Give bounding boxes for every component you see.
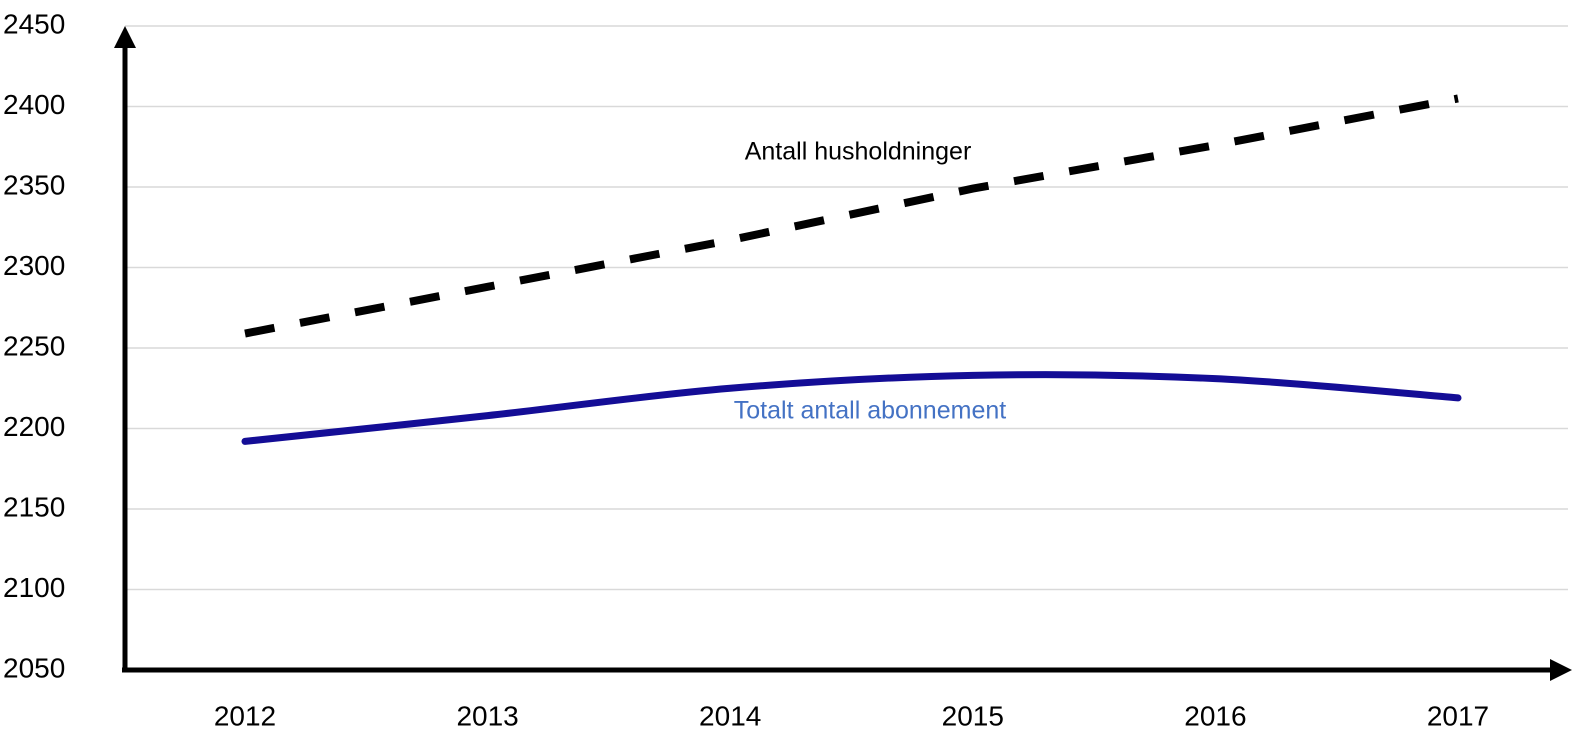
y-tick-label: 2150 xyxy=(3,491,65,522)
x-axis-arrow xyxy=(1550,659,1572,681)
y-tick-label: 2400 xyxy=(3,89,65,120)
series-line xyxy=(244,94,1459,338)
y-tick-label: 2450 xyxy=(3,8,65,39)
x-tick-label: 2013 xyxy=(456,700,518,731)
x-tick-label: 2016 xyxy=(1184,700,1246,731)
y-tick-label: 2350 xyxy=(3,169,65,200)
series-label: Totalt antall abonnement xyxy=(734,397,1006,425)
series-line xyxy=(241,371,1462,445)
x-tick-label: 2017 xyxy=(1427,700,1489,731)
x-tick-label: 2012 xyxy=(214,700,276,731)
x-tick-label: 2014 xyxy=(699,700,761,731)
y-tick-label: 2050 xyxy=(3,652,65,683)
y-tick-label: 2300 xyxy=(3,250,65,281)
series-label: Antall husholdninger xyxy=(745,138,972,166)
y-tick-label: 2100 xyxy=(3,572,65,603)
y-tick-label: 2250 xyxy=(3,330,65,361)
y-axis-arrow xyxy=(114,26,136,48)
y-tick-label: 2200 xyxy=(3,411,65,442)
x-tick-label: 2015 xyxy=(942,700,1004,731)
